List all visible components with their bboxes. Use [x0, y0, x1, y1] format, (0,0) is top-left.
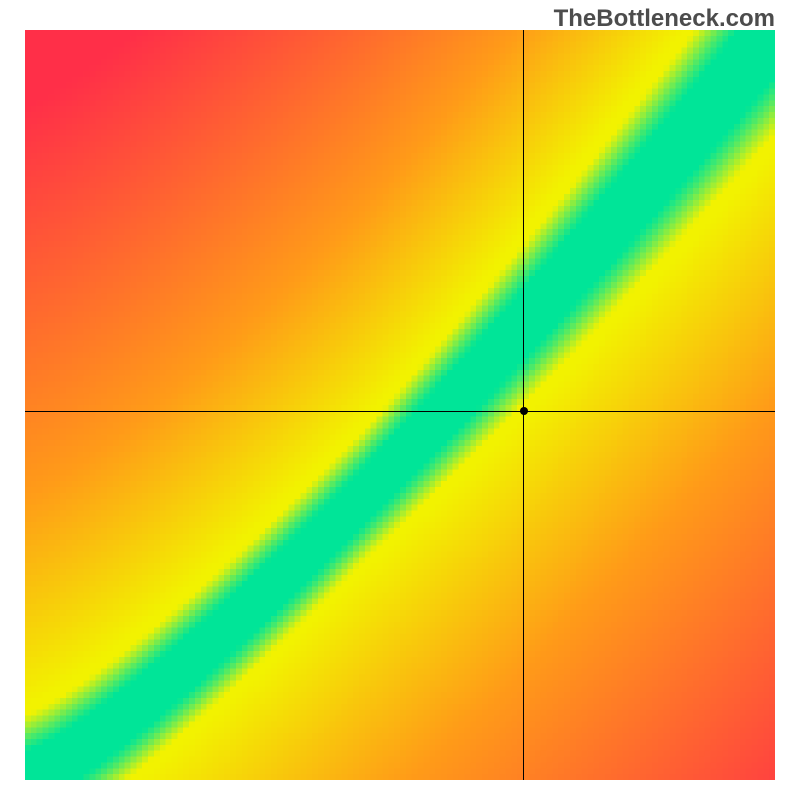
crosshair-horizontal-line — [25, 411, 775, 412]
bottleneck-heatmap — [25, 30, 775, 780]
watermark-text: TheBottleneck.com — [554, 5, 775, 33]
chart-container: TheBottleneck.com — [0, 0, 800, 800]
crosshair-point — [520, 407, 528, 415]
crosshair-vertical-line — [523, 30, 524, 780]
